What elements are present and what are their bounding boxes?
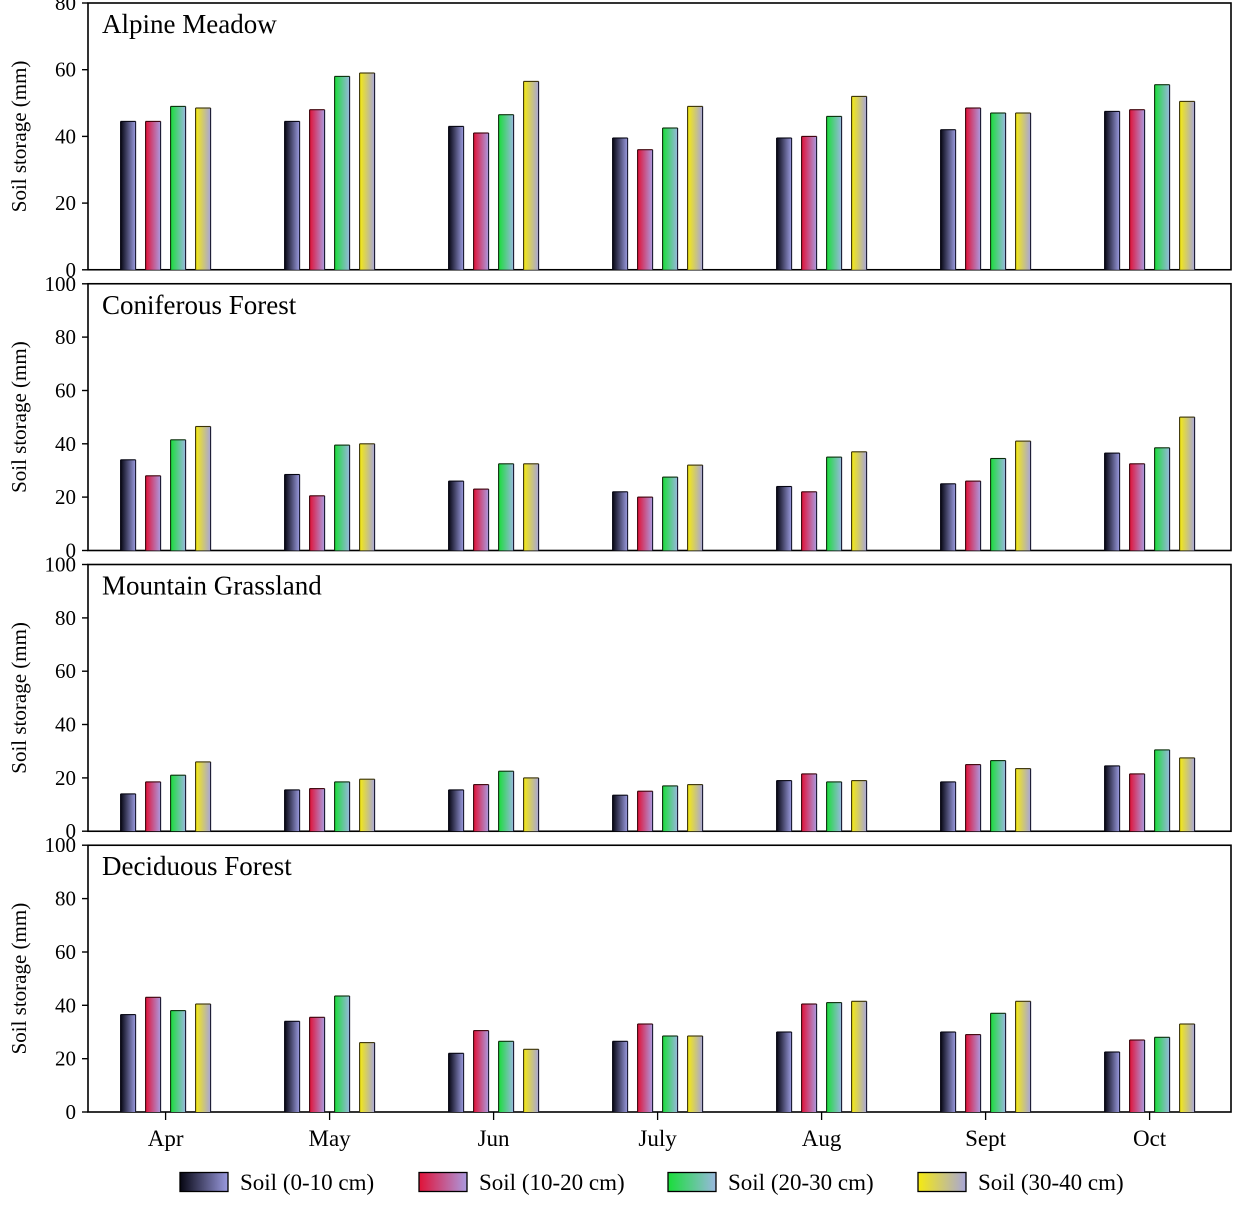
svg-text:Soil storage (mm): Soil storage (mm)	[7, 341, 31, 493]
svg-text:100: 100	[45, 553, 77, 577]
svg-text:Soil storage (mm): Soil storage (mm)	[7, 903, 31, 1055]
svg-text:Oct: Oct	[1133, 1126, 1167, 1151]
svg-text:80: 80	[55, 325, 76, 349]
svg-text:60: 60	[55, 58, 76, 82]
svg-text:80: 80	[55, 606, 76, 630]
svg-text:60: 60	[55, 659, 76, 683]
svg-text:Mountain Grassland: Mountain Grassland	[102, 571, 322, 601]
svg-text:0: 0	[66, 1100, 77, 1124]
svg-text:Aug: Aug	[802, 1126, 842, 1151]
svg-text:Jun: Jun	[478, 1126, 510, 1151]
svg-text:May: May	[309, 1126, 352, 1151]
svg-text:Coniferous Forest: Coniferous Forest	[102, 290, 297, 320]
svg-text:Soil (20-30 cm): Soil (20-30 cm)	[728, 1170, 874, 1195]
svg-text:100: 100	[45, 833, 77, 857]
svg-text:Sept: Sept	[965, 1126, 1007, 1151]
svg-text:40: 40	[55, 713, 76, 737]
svg-text:100: 100	[45, 272, 77, 296]
svg-text:Soil storage (mm): Soil storage (mm)	[7, 622, 31, 774]
svg-text:20: 20	[55, 766, 76, 790]
svg-text:Alpine Meadow: Alpine Meadow	[102, 9, 277, 39]
svg-text:60: 60	[55, 940, 76, 964]
svg-text:20: 20	[55, 485, 76, 509]
svg-text:Deciduous Forest: Deciduous Forest	[102, 851, 292, 881]
svg-text:40: 40	[55, 432, 76, 456]
svg-text:Soil (30-40 cm): Soil (30-40 cm)	[978, 1170, 1124, 1195]
svg-text:40: 40	[55, 993, 76, 1017]
svg-text:80: 80	[55, 0, 76, 15]
svg-text:20: 20	[55, 1047, 76, 1071]
svg-text:60: 60	[55, 379, 76, 403]
svg-text:Soil (10-20 cm): Soil (10-20 cm)	[479, 1170, 625, 1195]
svg-text:40: 40	[55, 124, 76, 148]
svg-text:Apr: Apr	[148, 1126, 184, 1151]
svg-text:Soil (0-10 cm): Soil (0-10 cm)	[240, 1170, 374, 1195]
svg-text:20: 20	[55, 191, 76, 215]
svg-text:Soil storage (mm): Soil storage (mm)	[7, 61, 31, 213]
svg-text:80: 80	[55, 887, 76, 911]
svg-text:July: July	[638, 1126, 677, 1151]
